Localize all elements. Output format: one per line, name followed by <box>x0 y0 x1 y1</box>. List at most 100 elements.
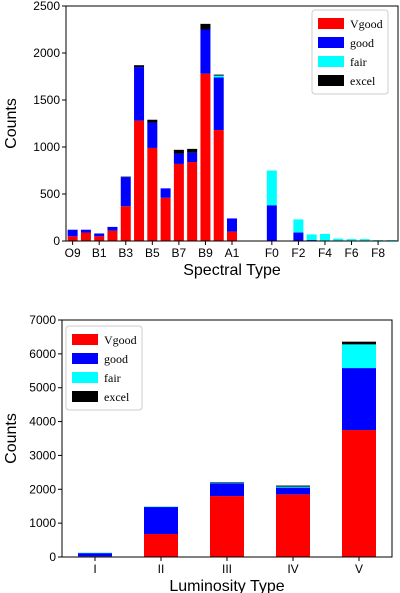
chart-1: 0 500 1000 1500 2000 2500 O9 B1 B3 B5 B7 B9 A1 F0 F2 F4… <box>3 0 399 279</box>
bar-vgood-III <box>210 496 244 557</box>
bar-fair-III <box>210 482 244 484</box>
legend-swatch-fair <box>72 372 98 383</box>
bar-vgood-A1 <box>227 231 237 241</box>
bar-good-B9 <box>200 29 211 74</box>
legend-label-fair: fair <box>350 55 367 69</box>
bar-good-A1 <box>227 218 237 232</box>
x-axis-label: Luminosity Type <box>169 578 284 593</box>
x-tick-label: I <box>93 562 96 576</box>
bars <box>67 23 397 242</box>
bar-excel-B4 <box>134 65 145 68</box>
bar-vgood-B5 <box>147 147 158 241</box>
x-axis-label: Spectral Type <box>183 262 281 279</box>
bar-good-B3 <box>120 177 131 207</box>
y-axis-label: Counts <box>3 413 20 464</box>
y-tick-label: 6000 <box>29 347 56 361</box>
bar-good-I <box>78 552 112 557</box>
bar-fair-IV <box>276 486 310 488</box>
y-tick-label: 500 <box>40 187 60 201</box>
bar-good-B1 <box>94 233 105 237</box>
bar-fair-F7 <box>359 239 370 241</box>
bar-good-III <box>210 483 244 497</box>
bar-vgood-B4 <box>134 120 145 241</box>
bar-vgood-B0 <box>80 232 91 241</box>
bar-good-F2 <box>293 232 304 241</box>
bar-excel-IV <box>276 485 310 487</box>
x-tick-label: A1 <box>225 246 240 260</box>
legend-swatch-good <box>72 353 98 364</box>
legend-label-good: good <box>350 36 374 50</box>
legend-label-good: good <box>104 352 128 366</box>
y-tick-label: 2000 <box>29 482 56 496</box>
bar-fair-V <box>342 344 376 369</box>
bar-vgood-B2 <box>107 230 118 241</box>
bar-vgood-B9 <box>200 73 211 242</box>
bar-excel-B7 <box>173 149 184 154</box>
y-tick-label: 7000 <box>29 313 56 327</box>
bar-fair-F0 <box>266 170 277 206</box>
y-tick-label: 4000 <box>29 415 56 429</box>
legend-swatch-vgood <box>72 334 98 345</box>
y-tick-label: 0 <box>49 550 56 564</box>
bar-good-B7 <box>173 153 184 164</box>
y-tick-label: 0 <box>53 234 60 248</box>
bar-fair-A0 <box>213 75 224 78</box>
bar-excel-B5 <box>147 119 158 123</box>
bar-good-F0 <box>266 205 277 241</box>
bar-fair-F5 <box>333 238 344 241</box>
bar-good-B0 <box>80 229 91 233</box>
legend-label-excel: excel <box>350 74 376 88</box>
bar-fair-F6 <box>346 239 357 241</box>
bar-vgood-B6 <box>160 197 171 241</box>
x-tick-label: F8 <box>371 246 385 260</box>
x-tick-label: F2 <box>291 246 305 260</box>
bar-excel-V <box>342 341 376 345</box>
x-tick-label: B9 <box>198 246 213 260</box>
y-tick-label: 1000 <box>29 516 56 530</box>
bar-vgood-B3 <box>120 206 131 241</box>
bar-fair-II <box>144 506 178 508</box>
bar-vgood-B7 <box>173 163 184 241</box>
bar-fair-I <box>78 552 112 554</box>
bar-excel-B9 <box>200 23 211 30</box>
legend-swatch-excel <box>318 75 344 86</box>
bar-good-B4 <box>134 67 145 121</box>
legend: Vgood good fair excel <box>311 9 389 95</box>
bar-good-V <box>342 368 376 431</box>
bar-excel-A0 <box>213 74 224 76</box>
legend-box <box>311 9 389 95</box>
x-tick-label: IV <box>287 562 298 576</box>
legend-swatch-good <box>318 37 344 48</box>
y-tick-label: 3000 <box>29 448 56 462</box>
bar-vgood-V <box>342 430 376 557</box>
bar-vgood-B1 <box>94 236 105 241</box>
bar-vgood-A0 <box>213 130 224 241</box>
bar-vgood-O9 <box>67 236 78 241</box>
legend-label-excel: excel <box>104 390 130 404</box>
bar-good-IV <box>276 487 310 495</box>
bar-good-II <box>144 506 178 534</box>
y-tick-label: 2500 <box>33 0 60 13</box>
bar-excel-B3 <box>120 176 131 178</box>
bar-vgood-B8 <box>187 162 198 241</box>
y-tick-label: 5000 <box>29 381 56 395</box>
x-tick-label: B7 <box>172 246 187 260</box>
y-tick-label: 1500 <box>33 93 60 107</box>
legend-swatch-vgood <box>318 18 344 29</box>
bar-good-B5 <box>147 122 158 148</box>
bar-fair-F4 <box>319 233 330 241</box>
legend-label-vgood: Vgood <box>350 17 383 31</box>
legend-swatch-fair <box>318 56 344 67</box>
x-tick-label: O9 <box>65 246 81 260</box>
bar-good-B6 <box>160 188 171 198</box>
bar-good-O9 <box>67 229 78 237</box>
bar-good-A0 <box>213 77 224 131</box>
legend-label-vgood: Vgood <box>104 333 137 347</box>
legend-label-fair: fair <box>104 371 121 385</box>
bar-good-B2 <box>107 226 118 231</box>
bar-fair-F3 <box>306 234 317 241</box>
x-tick-label: B1 <box>92 246 107 260</box>
bar-good-B8 <box>187 152 198 163</box>
